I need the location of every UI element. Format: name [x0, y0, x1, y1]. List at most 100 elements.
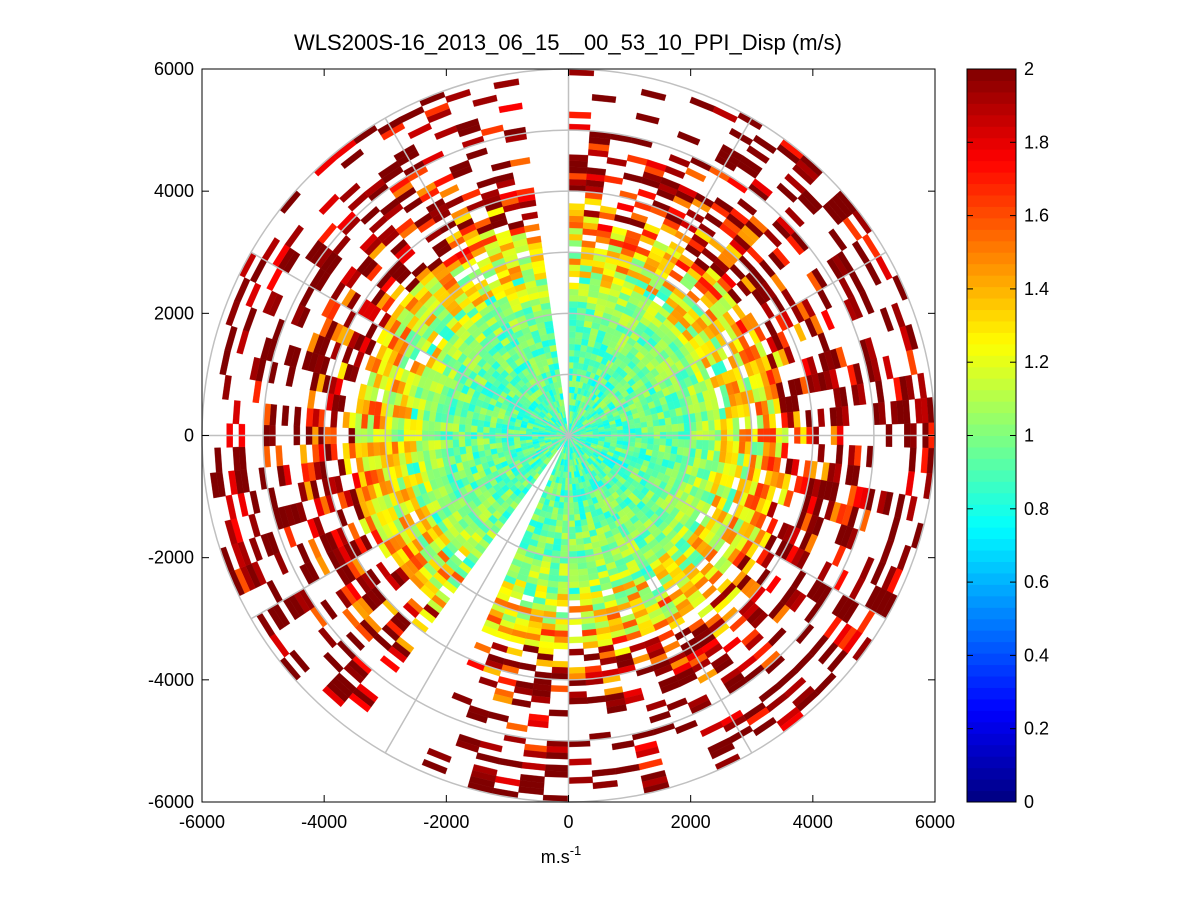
data-cell	[592, 780, 618, 790]
colorbar-band	[967, 733, 1016, 746]
data-cell	[553, 636, 569, 644]
data-cell	[551, 666, 569, 674]
data-cell	[568, 203, 585, 211]
data-cell	[568, 337, 576, 345]
data-cell	[586, 167, 607, 176]
data-cell	[579, 512, 587, 521]
data-cell	[738, 441, 746, 455]
colorbar-band	[967, 389, 1016, 402]
colorbar-band	[967, 69, 1016, 81]
data-cell	[434, 439, 442, 450]
data-cell	[556, 599, 569, 607]
plot-area: -6000 -4000 -2000 0 2000 4000 6000 6000 4000 200…	[148, 59, 955, 832]
data-cell	[471, 444, 479, 453]
data-cell	[568, 526, 576, 534]
data-cell	[397, 417, 405, 430]
colorbar-band	[967, 366, 1016, 379]
data-cell	[470, 438, 478, 446]
data-cell	[575, 331, 584, 339]
colorbar-band	[967, 618, 1016, 631]
data-cell	[568, 514, 575, 522]
colorbar-band	[967, 779, 1016, 792]
y-tick-label: -4000	[148, 670, 194, 690]
data-cell	[513, 437, 521, 442]
colorbar-band	[967, 183, 1016, 196]
data-cell	[573, 501, 579, 509]
colorbar-band	[967, 149, 1016, 162]
colorbar-band	[967, 790, 1016, 803]
data-cell	[571, 483, 577, 491]
data-cell	[477, 419, 485, 427]
x-tick-label: 6000	[915, 812, 955, 832]
colorbar-band	[967, 538, 1016, 551]
data-cell	[561, 520, 569, 528]
data-cell	[568, 154, 589, 162]
data-cell	[558, 563, 569, 571]
data-cell	[768, 413, 777, 429]
colorbar-band	[967, 103, 1016, 116]
data-cell	[548, 568, 560, 576]
data-cell	[354, 442, 363, 459]
data-cell	[568, 343, 576, 351]
data-cell	[568, 227, 584, 235]
y-tick-label: 6000	[154, 59, 194, 79]
data-cell	[568, 209, 585, 217]
data-cell	[568, 538, 577, 546]
data-cell	[652, 419, 660, 427]
colorbar-band	[967, 355, 1016, 368]
colorbar-band	[967, 194, 1016, 207]
data-cell	[482, 438, 490, 445]
data-cell	[859, 290, 875, 315]
data-cell	[568, 575, 579, 583]
data-cell	[434, 421, 442, 432]
colorbar-band	[967, 504, 1016, 517]
data-cell	[578, 289, 590, 297]
data-cell	[647, 438, 655, 445]
colorbar-band	[967, 710, 1016, 723]
colorbar-band	[967, 698, 1016, 711]
data-cell	[560, 545, 569, 552]
data-cell	[415, 440, 423, 452]
data-cell	[555, 520, 563, 528]
data-cell	[553, 538, 562, 546]
data-cell	[554, 526, 563, 534]
data-cell	[568, 569, 579, 577]
colorbar-tick-label: 1.4	[1024, 279, 1049, 299]
data-cell	[568, 563, 579, 571]
x-tick-label: -6000	[179, 812, 225, 832]
data-cell	[640, 421, 648, 429]
data-cell	[372, 441, 381, 457]
data-cell	[452, 423, 460, 432]
data-cell	[568, 294, 579, 302]
colorbar-tick-label: 1	[1024, 426, 1034, 446]
data-cell	[568, 160, 588, 168]
data-cell	[568, 239, 583, 247]
data-cell	[606, 704, 628, 714]
x-tick-label: 0	[563, 812, 573, 832]
data-cell	[820, 309, 835, 331]
data-cell	[653, 425, 661, 433]
data-cell	[311, 444, 320, 463]
data-cell	[789, 592, 807, 613]
data-cell	[611, 740, 635, 751]
data-cell	[525, 436, 533, 441]
colorbar-band	[967, 229, 1016, 242]
data-cell	[708, 440, 716, 451]
colorbar-tick-label: 0.8	[1024, 499, 1049, 519]
data-cell	[568, 636, 584, 644]
data-cell	[906, 495, 918, 522]
data-cell	[342, 443, 350, 460]
data-cell	[366, 442, 375, 457]
colorbar-band	[967, 664, 1016, 677]
data-cell	[465, 445, 473, 454]
data-cell	[354, 412, 363, 429]
data-cell	[568, 666, 586, 674]
data-cell	[568, 502, 574, 509]
colorbar-band	[967, 469, 1016, 482]
data-cell	[784, 206, 805, 228]
colorbar-band	[967, 343, 1016, 356]
data-cell	[483, 443, 491, 451]
colorbar-band	[967, 527, 1016, 540]
data-cell	[548, 709, 569, 717]
